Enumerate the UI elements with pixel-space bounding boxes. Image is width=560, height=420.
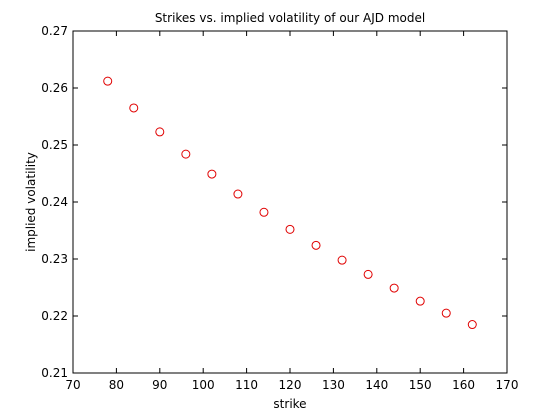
- data-points: [103, 76, 477, 330]
- x-tick-label: 140: [365, 378, 388, 392]
- plot-area: [72, 30, 508, 374]
- data-point: [311, 240, 321, 250]
- x-tick-label: 80: [109, 378, 124, 392]
- x-tick-label: 110: [235, 378, 258, 392]
- data-point: [389, 283, 399, 293]
- x-axis-label: strike: [273, 397, 306, 411]
- y-tick-label: 0.21: [41, 366, 68, 380]
- data-point: [103, 76, 113, 86]
- x-tick-label: 90: [152, 378, 167, 392]
- data-point: [155, 127, 165, 137]
- data-point: [285, 224, 295, 234]
- data-point: [129, 103, 139, 113]
- data-point: [259, 207, 269, 217]
- data-point: [181, 149, 191, 159]
- data-point: [337, 255, 347, 265]
- x-tick-label: 120: [279, 378, 302, 392]
- x-tick-label: 150: [409, 378, 432, 392]
- data-point: [233, 189, 243, 199]
- x-tick-label: 160: [452, 378, 475, 392]
- data-point: [415, 296, 425, 306]
- x-tick-label: 100: [192, 378, 215, 392]
- axis-ticks: 70 80 90 100 110 120 130 140 150 160 170 0.21 0.22 0.…: [41, 24, 518, 392]
- y-axis-label: implied volatility: [24, 152, 38, 252]
- y-tick-label: 0.23: [41, 252, 68, 266]
- data-point: [363, 269, 373, 279]
- y-tick-label: 0.22: [41, 309, 68, 323]
- chart-title: Strikes vs. implied volatility of our AJ…: [155, 11, 425, 25]
- y-tick-label: 0.27: [41, 24, 68, 38]
- data-point: [207, 169, 217, 179]
- x-tick-label: 70: [65, 378, 80, 392]
- data-point: [441, 308, 451, 318]
- data-point: [467, 320, 477, 330]
- y-tick-label: 0.24: [41, 195, 68, 209]
- x-tick-label: 170: [496, 378, 519, 392]
- x-tick-label: 130: [322, 378, 345, 392]
- y-tick-label: 0.25: [41, 138, 68, 152]
- y-tick-label: 0.26: [41, 81, 68, 95]
